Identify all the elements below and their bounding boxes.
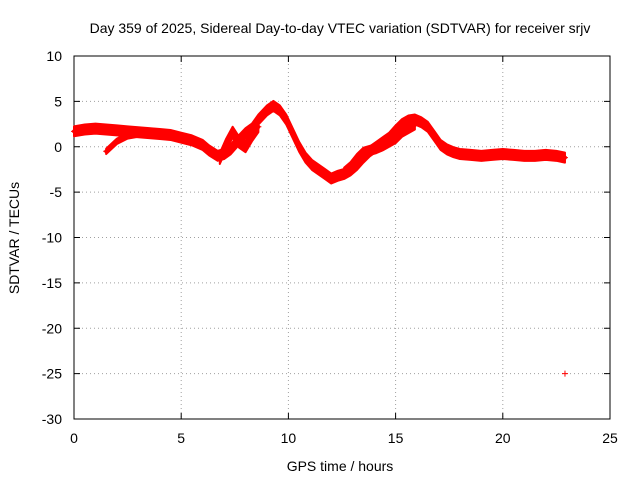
data-point: [248, 132, 255, 139]
data-point: [124, 132, 131, 139]
data-point: [71, 128, 77, 135]
x-tick-label: 25: [602, 430, 618, 446]
data-point: [405, 117, 412, 124]
data-point: [113, 138, 120, 145]
data-point: [270, 102, 277, 109]
data-point: [276, 107, 283, 114]
data-point: [156, 131, 163, 138]
data-point: [328, 175, 335, 182]
data-point: [178, 134, 185, 141]
data-point: [489, 151, 496, 158]
x-tick-label: 10: [281, 430, 297, 446]
y-tick-label: 10: [46, 48, 62, 64]
grid: [74, 56, 610, 419]
data-point: [167, 131, 174, 138]
x-tick-label: 15: [388, 430, 404, 446]
data-point: [321, 170, 328, 177]
data-point: [347, 163, 354, 170]
x-tick-label: 0: [70, 430, 78, 446]
y-tick-label: -15: [42, 275, 62, 291]
data-point: [418, 119, 425, 126]
data-point: [255, 123, 262, 130]
data-point: [386, 139, 393, 146]
data-point: [444, 146, 451, 153]
x-axis-label: GPS time / hours: [287, 458, 394, 474]
data-point: [223, 141, 230, 148]
data-point: [308, 161, 315, 168]
outlier-point: [561, 370, 568, 377]
data-point: [242, 130, 249, 137]
data-point: [360, 149, 367, 156]
data-point: [113, 127, 120, 134]
axis-ticks: 0 5 10 15 20 25 10 5 0 -5 -10 -15 -20 -25 -30: [42, 48, 618, 446]
data-point: [229, 129, 236, 136]
data-point: [302, 154, 309, 161]
y-axis-label: SDTVAR / TECUs: [6, 182, 22, 294]
data-point: [456, 151, 463, 158]
data-point: [510, 151, 517, 158]
data-point: [103, 148, 110, 155]
data-point: [242, 143, 249, 150]
chart-title: Day 359 of 2025, Sidereal Day-to-day VTE…: [90, 20, 591, 36]
data-point: [103, 126, 110, 133]
y-tick-label: 5: [54, 93, 62, 109]
data-point: [521, 152, 528, 159]
data-point: [206, 147, 213, 154]
data-point: [341, 169, 348, 176]
data-point: [553, 152, 560, 159]
data-point: [135, 131, 142, 138]
data-point: [411, 121, 418, 128]
data-point: [450, 149, 457, 156]
data-point: [236, 139, 243, 146]
data-point: [146, 131, 153, 138]
data-line: [342, 122, 417, 175]
y-tick-label: -25: [42, 366, 62, 382]
y-tick-label: -10: [42, 230, 62, 246]
data-point: [263, 107, 270, 114]
data-point: [92, 125, 99, 132]
data-point: [424, 123, 431, 130]
data-point: [373, 145, 380, 152]
y-tick-label: -20: [42, 320, 62, 336]
data-point: [392, 135, 399, 142]
y-tick-label: 0: [54, 139, 62, 155]
data-point: [431, 132, 438, 139]
data-point: [467, 151, 474, 158]
x-tick-label: 20: [495, 430, 511, 446]
data-point: [399, 129, 406, 136]
data-point: [499, 151, 506, 158]
data-point: [366, 147, 373, 154]
data-point: [283, 116, 290, 123]
data-point: [399, 121, 406, 128]
data-point: [392, 127, 399, 134]
data-point: [542, 151, 549, 158]
data-point: [437, 141, 444, 148]
data-point: [296, 143, 303, 150]
data-point: [354, 155, 361, 162]
y-tick-label: -30: [42, 411, 62, 427]
data-point: [334, 172, 341, 179]
data-point: [188, 137, 195, 144]
data-point: [405, 125, 412, 132]
data-series: [71, 99, 568, 377]
data-point: [531, 152, 538, 159]
x-tick-label: 5: [177, 430, 185, 446]
data-point: [561, 154, 568, 161]
data-point: [227, 146, 234, 153]
data-point: [199, 141, 206, 148]
data-point: [315, 166, 322, 173]
data-point: [216, 155, 223, 162]
data-point: [379, 142, 386, 149]
data-point: [478, 152, 485, 159]
data-point: [289, 130, 296, 137]
data-point: [81, 126, 88, 133]
y-tick-label: -5: [50, 184, 63, 200]
